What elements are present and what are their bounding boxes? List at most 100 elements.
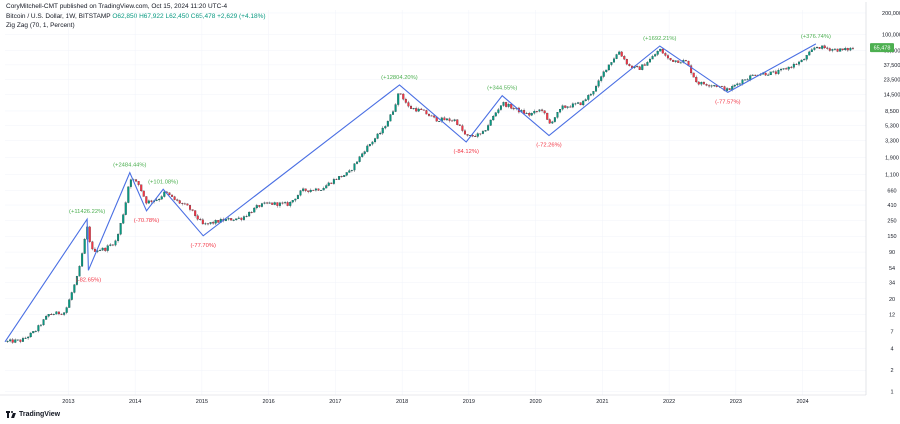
candle-body (738, 83, 741, 85)
candle-body (145, 196, 148, 204)
x-tick-label: 2019 (463, 399, 475, 405)
candle-body (826, 47, 829, 49)
candle-body (620, 51, 623, 57)
candle-body (456, 119, 459, 125)
candle-body (690, 65, 693, 74)
candle-body (253, 207, 256, 213)
candle-body (523, 110, 526, 114)
candle-body (6, 340, 9, 342)
x-tick-label: 2017 (329, 399, 341, 405)
candle-body (11, 339, 14, 343)
candle-body (168, 192, 171, 196)
y-tick-label: 150 (887, 234, 896, 240)
candle-body (844, 48, 847, 51)
candle-body (525, 113, 528, 114)
candle-body (307, 190, 310, 192)
candle-body (106, 245, 109, 251)
candle-body (749, 75, 752, 80)
candle-body (574, 103, 577, 105)
candle-body (543, 110, 546, 114)
candle-body (636, 66, 639, 67)
candle-body (579, 102, 582, 106)
candle-body (746, 79, 749, 81)
price-axis[interactable]: 200,000100,00060,00037,50023,50014,5008,… (865, 2, 900, 396)
candle-body (510, 104, 513, 109)
candle-body (595, 86, 598, 92)
candle-body (88, 226, 91, 242)
ohlc-values: O62,850 H67,922 L62,450 C65,478 +2,629 (… (112, 13, 266, 20)
candle-body (204, 223, 207, 225)
zigzag-percent-label: (+11426.22%) (69, 209, 105, 215)
candle-body (70, 292, 73, 300)
candle-body (93, 248, 96, 252)
candle-body (335, 179, 338, 180)
candle-body (183, 203, 186, 205)
candle-body (135, 179, 138, 182)
candle-body (68, 299, 71, 308)
y-tick-label: 8,500 (885, 109, 899, 115)
candle-body (338, 176, 341, 180)
candle-body (700, 82, 703, 85)
candle-body (330, 182, 333, 184)
y-tick-label: 3,300 (885, 138, 899, 144)
candle-body (245, 216, 248, 217)
candle-body (445, 118, 448, 121)
candle-body (258, 205, 261, 207)
candle-body (584, 99, 587, 102)
candle-body (19, 339, 22, 342)
candle-body (810, 49, 813, 52)
candle-body (571, 103, 574, 108)
candle-body (75, 276, 78, 285)
candle-body (818, 47, 821, 49)
candle-body (207, 223, 210, 225)
candle-body (577, 102, 580, 104)
candle-body (173, 196, 176, 200)
candle-body (561, 105, 564, 110)
zigzag-percent-label: (-77.70%) (191, 243, 217, 249)
candle-body (260, 203, 263, 207)
candle-body (147, 200, 150, 204)
candle-body (613, 58, 616, 63)
candle-body (230, 218, 233, 221)
candle-body (379, 132, 382, 135)
candle-body (150, 200, 153, 202)
candle-body (420, 108, 423, 110)
candle-body (171, 194, 174, 197)
candle-body (487, 125, 490, 131)
candle-body (227, 218, 230, 220)
candle-body (140, 184, 143, 192)
candle-body (368, 144, 371, 147)
candle-body (841, 48, 844, 51)
y-tick-label: 34 (889, 280, 895, 286)
candle-body (684, 60, 687, 62)
time-axis[interactable]: 2013 2014 2015 2016 2017 2018 2019 2020 2021 2022… (0, 394, 866, 405)
candle-body (430, 115, 433, 117)
candle-body (278, 202, 281, 206)
candle-body (782, 68, 785, 70)
candle-body (499, 105, 502, 110)
candle-body (751, 74, 754, 76)
candle-body (453, 119, 456, 121)
candle-body (443, 117, 446, 121)
candle-body (502, 102, 505, 106)
candle-body (397, 93, 400, 105)
candle-body (823, 45, 826, 49)
candle-body (451, 120, 454, 122)
candle-body (481, 131, 484, 134)
last-price-tag (870, 43, 894, 53)
y-tick-label: 4 (890, 347, 893, 353)
candle-body (479, 133, 482, 135)
candle-body (790, 66, 793, 68)
candle-body (708, 85, 711, 87)
candle-body (713, 85, 716, 87)
candle-body (816, 47, 819, 48)
candle-body (327, 182, 330, 186)
candle-body (661, 48, 664, 54)
candle-body (345, 172, 348, 176)
candle-body (186, 203, 189, 206)
zigzag-percent-label: (+1692.21%) (643, 36, 676, 42)
candle-body (607, 64, 610, 71)
y-tick-label: 23,500 (884, 77, 900, 83)
candle-body (646, 62, 649, 66)
